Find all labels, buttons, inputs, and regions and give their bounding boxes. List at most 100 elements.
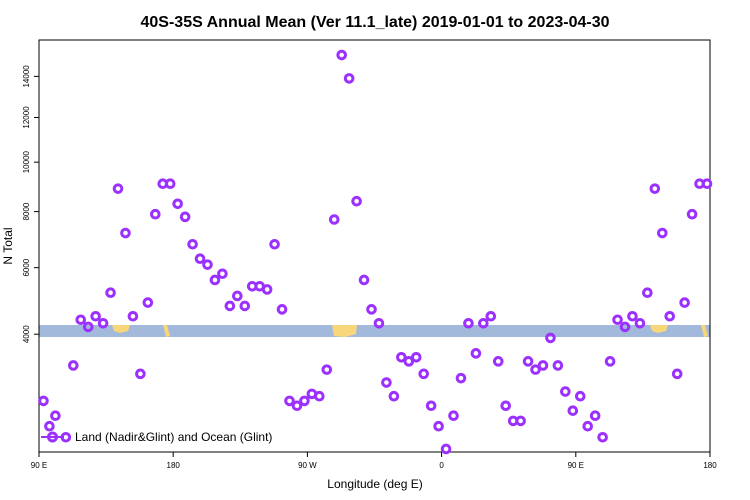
y-tick-label: 10000 — [22, 150, 31, 173]
data-point — [373, 317, 385, 329]
data-point — [187, 238, 198, 250]
land-patch-new-zealand-repeat — [701, 325, 708, 337]
data-point — [433, 420, 444, 432]
legend-marker — [47, 431, 58, 443]
data-point — [90, 310, 101, 322]
data-point — [172, 198, 183, 210]
data-point — [567, 405, 579, 416]
data-point — [276, 304, 288, 315]
data-point — [343, 73, 355, 84]
data-point — [150, 208, 161, 220]
data-point — [634, 317, 646, 329]
land-patch-australia — [112, 325, 130, 333]
data-point — [314, 390, 325, 402]
data-point — [396, 352, 407, 363]
x-tick-label: 0 — [439, 461, 444, 470]
data-point — [530, 364, 541, 375]
data-point — [351, 195, 362, 207]
y-tick-label: 4000 — [22, 325, 31, 343]
data-point — [671, 368, 683, 380]
data-point — [515, 415, 526, 427]
data-point — [202, 259, 213, 270]
data-point — [545, 332, 556, 344]
data-point — [120, 227, 131, 239]
data-point — [299, 395, 310, 407]
data-point — [463, 317, 474, 329]
data-point — [142, 297, 154, 308]
data-point — [232, 290, 243, 302]
data-point — [649, 183, 661, 194]
data-point — [403, 356, 415, 367]
data-point — [269, 238, 280, 250]
data-point — [50, 410, 61, 422]
data-point — [381, 377, 392, 388]
data-point — [224, 300, 236, 312]
data-point — [366, 304, 377, 315]
data-point — [679, 297, 690, 308]
legend: Land (Nadir&Glint) and Ocean (Glint) — [41, 430, 272, 444]
data-point — [97, 317, 109, 329]
data-point — [597, 431, 608, 443]
data-point — [560, 386, 571, 397]
data-point — [455, 372, 467, 384]
data-point — [67, 360, 79, 371]
data-point — [388, 390, 400, 402]
data-point — [38, 395, 49, 407]
map-band — [39, 325, 710, 337]
x-tick-label: 90 E — [31, 461, 47, 470]
data-point — [627, 310, 638, 322]
data-point — [418, 368, 430, 380]
data-point — [44, 420, 55, 432]
data-point — [217, 268, 228, 280]
x-axis-label: Longitude (deg E) — [327, 477, 422, 491]
y-axis-label: N Total — [1, 227, 15, 264]
data-point — [239, 300, 251, 312]
data-point — [492, 356, 504, 367]
data-point — [261, 284, 273, 295]
chart-title: 40S-35S Annual Mean (Ver 11.1_late) 2019… — [141, 14, 610, 31]
data-point — [686, 208, 698, 220]
data-point — [485, 310, 497, 322]
plot-frame — [38, 39, 711, 453]
land-patch-australia-repeat — [650, 325, 668, 333]
y-tick-label: 12000 — [22, 106, 31, 129]
x-tick-label: 90 W — [298, 461, 317, 470]
data-point — [179, 211, 191, 223]
data-point — [164, 178, 176, 190]
data-point — [522, 356, 534, 367]
data-point — [612, 314, 623, 326]
data-point — [582, 420, 594, 432]
data-point — [105, 287, 116, 298]
data-point — [284, 395, 295, 407]
data-point — [112, 183, 124, 194]
data-point — [619, 321, 631, 333]
data-point — [478, 317, 489, 329]
data-point — [321, 364, 333, 375]
data-point — [500, 400, 512, 412]
data-point — [425, 400, 437, 412]
data-point — [552, 360, 564, 371]
data-point — [448, 410, 459, 422]
data-point — [656, 227, 668, 239]
data-point — [537, 360, 549, 371]
land-patch-south-america — [332, 325, 357, 337]
data-point — [291, 400, 303, 412]
data-point — [440, 443, 452, 455]
data-point — [470, 348, 482, 359]
data-point — [358, 274, 370, 286]
y-axis: 4000 6000 8000 10000 12000 14000 — [22, 65, 39, 343]
data-point — [82, 321, 94, 333]
data-point — [589, 410, 601, 422]
data-point — [127, 310, 139, 322]
x-tick-label: 180 — [703, 461, 717, 470]
data-point — [604, 356, 616, 367]
y-tick-label: 6000 — [22, 258, 31, 276]
data-points — [38, 49, 713, 455]
ocean-band — [39, 325, 710, 337]
data-point — [194, 253, 206, 265]
data-point — [75, 314, 87, 326]
land-patch-new-zealand — [163, 325, 170, 337]
data-point — [574, 390, 586, 402]
x-tick-label: 90 E — [568, 461, 584, 470]
